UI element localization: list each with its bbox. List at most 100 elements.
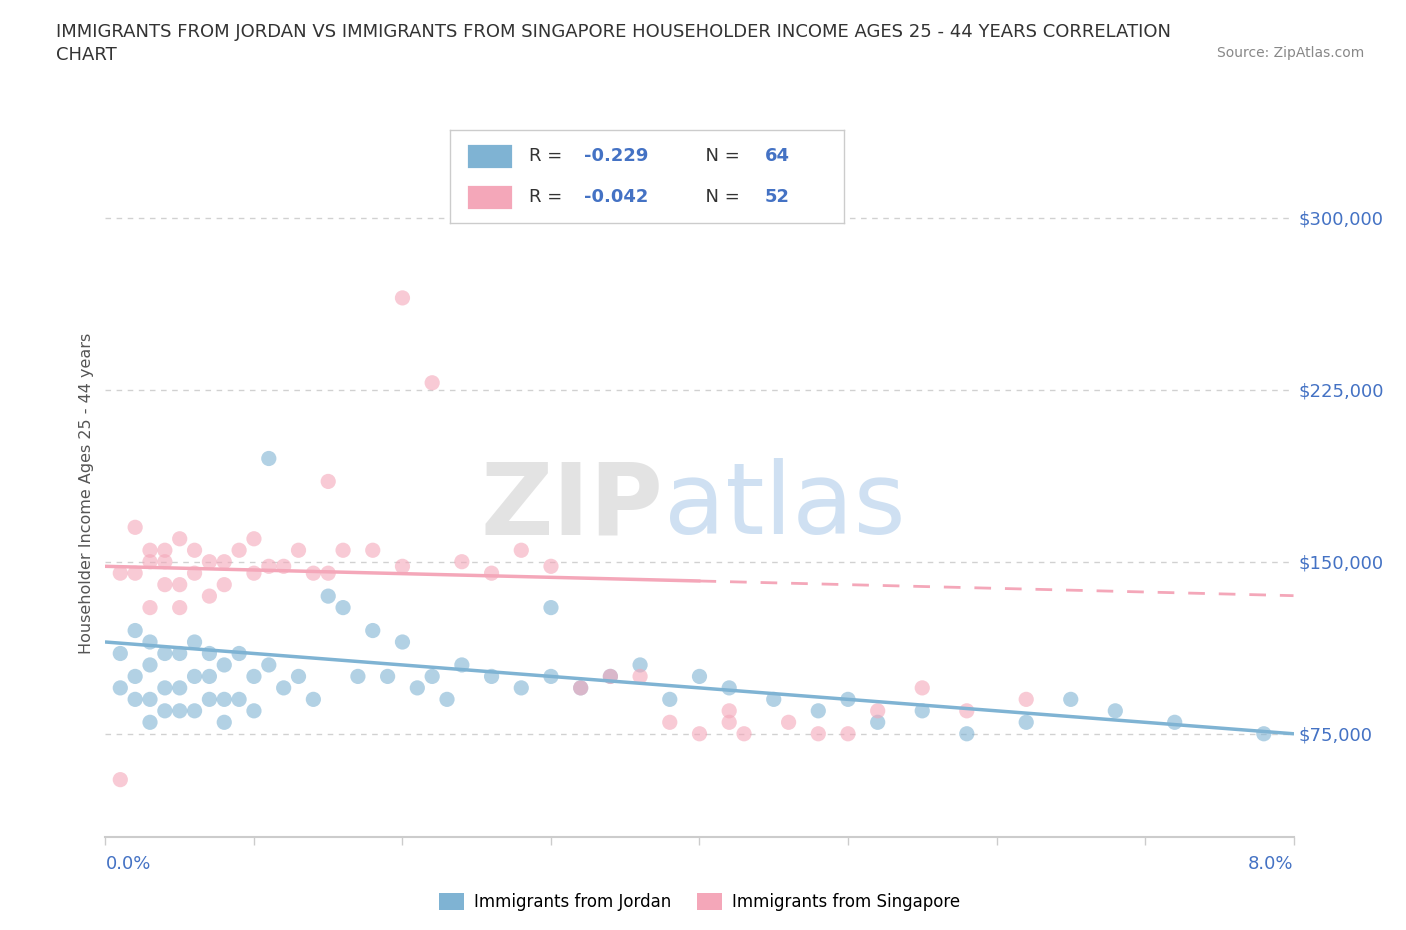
Point xyxy=(139,658,162,672)
Point xyxy=(316,565,339,580)
Point xyxy=(273,559,295,574)
Point xyxy=(139,554,162,569)
Point xyxy=(569,681,592,696)
Text: 52: 52 xyxy=(765,188,790,206)
Point xyxy=(214,658,236,672)
Point xyxy=(332,543,354,558)
Point xyxy=(1015,692,1038,707)
Point xyxy=(198,554,221,569)
Point xyxy=(718,703,741,718)
Point xyxy=(540,669,562,684)
Point xyxy=(628,669,651,684)
Point xyxy=(911,703,934,718)
Point xyxy=(689,669,711,684)
Point xyxy=(124,692,146,707)
Point xyxy=(302,692,325,707)
Point xyxy=(139,543,162,558)
Point xyxy=(110,772,132,787)
Point xyxy=(420,669,443,684)
Point xyxy=(243,531,266,546)
Point xyxy=(257,559,280,574)
Point xyxy=(956,726,979,741)
Point xyxy=(198,669,221,684)
Text: N =: N = xyxy=(695,188,745,206)
Point xyxy=(377,669,399,684)
Point xyxy=(169,600,191,615)
Text: Source: ZipAtlas.com: Source: ZipAtlas.com xyxy=(1216,46,1364,60)
Point xyxy=(243,565,266,580)
Point xyxy=(183,669,205,684)
Point xyxy=(153,554,176,569)
Point xyxy=(332,600,354,615)
Point xyxy=(599,669,621,684)
Text: atlas: atlas xyxy=(664,458,905,555)
Text: -0.042: -0.042 xyxy=(583,188,648,206)
Point xyxy=(183,543,205,558)
Point xyxy=(807,703,830,718)
Point xyxy=(169,531,191,546)
Text: R =: R = xyxy=(529,188,568,206)
Point xyxy=(436,692,458,707)
Point xyxy=(391,290,413,305)
Point xyxy=(718,681,741,696)
Point xyxy=(110,565,132,580)
Point xyxy=(481,669,503,684)
Point xyxy=(628,658,651,672)
Point xyxy=(228,646,250,661)
Point xyxy=(198,692,221,707)
Text: ZIP: ZIP xyxy=(481,458,664,555)
Point xyxy=(347,669,370,684)
Point xyxy=(1060,692,1083,707)
Point xyxy=(287,543,309,558)
Point xyxy=(658,692,681,707)
Point xyxy=(153,646,176,661)
Point xyxy=(837,692,859,707)
Point xyxy=(214,554,236,569)
Point xyxy=(762,692,785,707)
Point xyxy=(406,681,429,696)
Point xyxy=(139,600,162,615)
FancyBboxPatch shape xyxy=(465,184,513,210)
Point xyxy=(243,669,266,684)
Point xyxy=(361,543,384,558)
Point xyxy=(510,681,533,696)
Point xyxy=(124,565,146,580)
Point xyxy=(139,715,162,730)
Point xyxy=(183,634,205,649)
Point xyxy=(287,669,309,684)
Point xyxy=(658,715,681,730)
Point xyxy=(198,646,221,661)
Text: -0.229: -0.229 xyxy=(583,147,648,166)
Point xyxy=(124,520,146,535)
Point xyxy=(273,681,295,696)
Point xyxy=(1104,703,1126,718)
Point xyxy=(198,589,221,604)
Point xyxy=(1253,726,1275,741)
Legend: Immigrants from Jordan, Immigrants from Singapore: Immigrants from Jordan, Immigrants from … xyxy=(433,886,966,918)
Point xyxy=(361,623,384,638)
Point xyxy=(153,543,176,558)
Text: IMMIGRANTS FROM JORDAN VS IMMIGRANTS FROM SINGAPORE HOUSEHOLDER INCOME AGES 25 -: IMMIGRANTS FROM JORDAN VS IMMIGRANTS FRO… xyxy=(56,23,1171,41)
Text: 64: 64 xyxy=(765,147,790,166)
Point xyxy=(153,681,176,696)
Point xyxy=(1015,715,1038,730)
Point xyxy=(169,646,191,661)
Text: 0.0%: 0.0% xyxy=(105,856,150,873)
Point xyxy=(866,703,889,718)
Point xyxy=(391,634,413,649)
Point xyxy=(316,474,339,489)
Point xyxy=(956,703,979,718)
Point xyxy=(110,681,132,696)
Point xyxy=(450,658,472,672)
Point xyxy=(243,703,266,718)
Point xyxy=(257,451,280,466)
Point xyxy=(139,692,162,707)
Point xyxy=(214,692,236,707)
Text: 8.0%: 8.0% xyxy=(1249,856,1294,873)
Point xyxy=(169,578,191,592)
Point xyxy=(124,623,146,638)
Point xyxy=(169,681,191,696)
Point xyxy=(866,715,889,730)
Point xyxy=(302,565,325,580)
Point xyxy=(183,703,205,718)
